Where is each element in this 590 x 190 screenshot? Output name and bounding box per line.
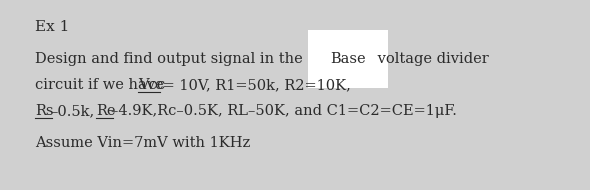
Text: Rs: Rs xyxy=(35,104,54,118)
Text: = 10V, R1=50k, R2=10K,: = 10V, R1=50k, R2=10K, xyxy=(158,78,351,92)
Text: Re: Re xyxy=(96,104,116,118)
Text: –0.5k,: –0.5k, xyxy=(50,104,94,118)
Text: circuit if we have: circuit if we have xyxy=(35,78,168,92)
Text: Assume Vin=7mV with 1KHz: Assume Vin=7mV with 1KHz xyxy=(35,136,250,150)
Text: Vcc: Vcc xyxy=(138,78,165,92)
Text: –4.9K,Rc–0.5K, RL–50K, and C1=C2=CE=1μF.: –4.9K,Rc–0.5K, RL–50K, and C1=C2=CE=1μF. xyxy=(111,104,457,118)
Text: Design and find output signal in the common: Design and find output signal in the com… xyxy=(35,52,375,66)
Text: Ex 1: Ex 1 xyxy=(35,20,70,34)
Text: Base: Base xyxy=(330,52,366,66)
Text: voltage divider: voltage divider xyxy=(373,52,489,66)
